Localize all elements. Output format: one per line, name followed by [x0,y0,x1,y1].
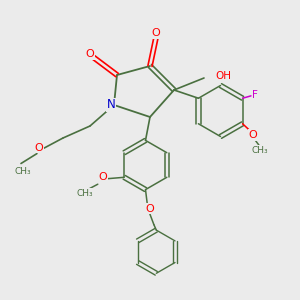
Text: O: O [34,142,43,153]
Text: O: O [85,49,94,59]
Text: CH₃: CH₃ [252,146,268,155]
Text: O: O [145,203,154,214]
Text: N: N [106,98,116,112]
Text: F: F [252,90,258,100]
Text: CH₃: CH₃ [14,167,31,176]
Text: O: O [249,130,257,140]
Text: OH: OH [215,70,231,81]
Text: O: O [152,28,160,38]
Text: CH₃: CH₃ [76,189,93,198]
Text: O: O [98,172,107,182]
